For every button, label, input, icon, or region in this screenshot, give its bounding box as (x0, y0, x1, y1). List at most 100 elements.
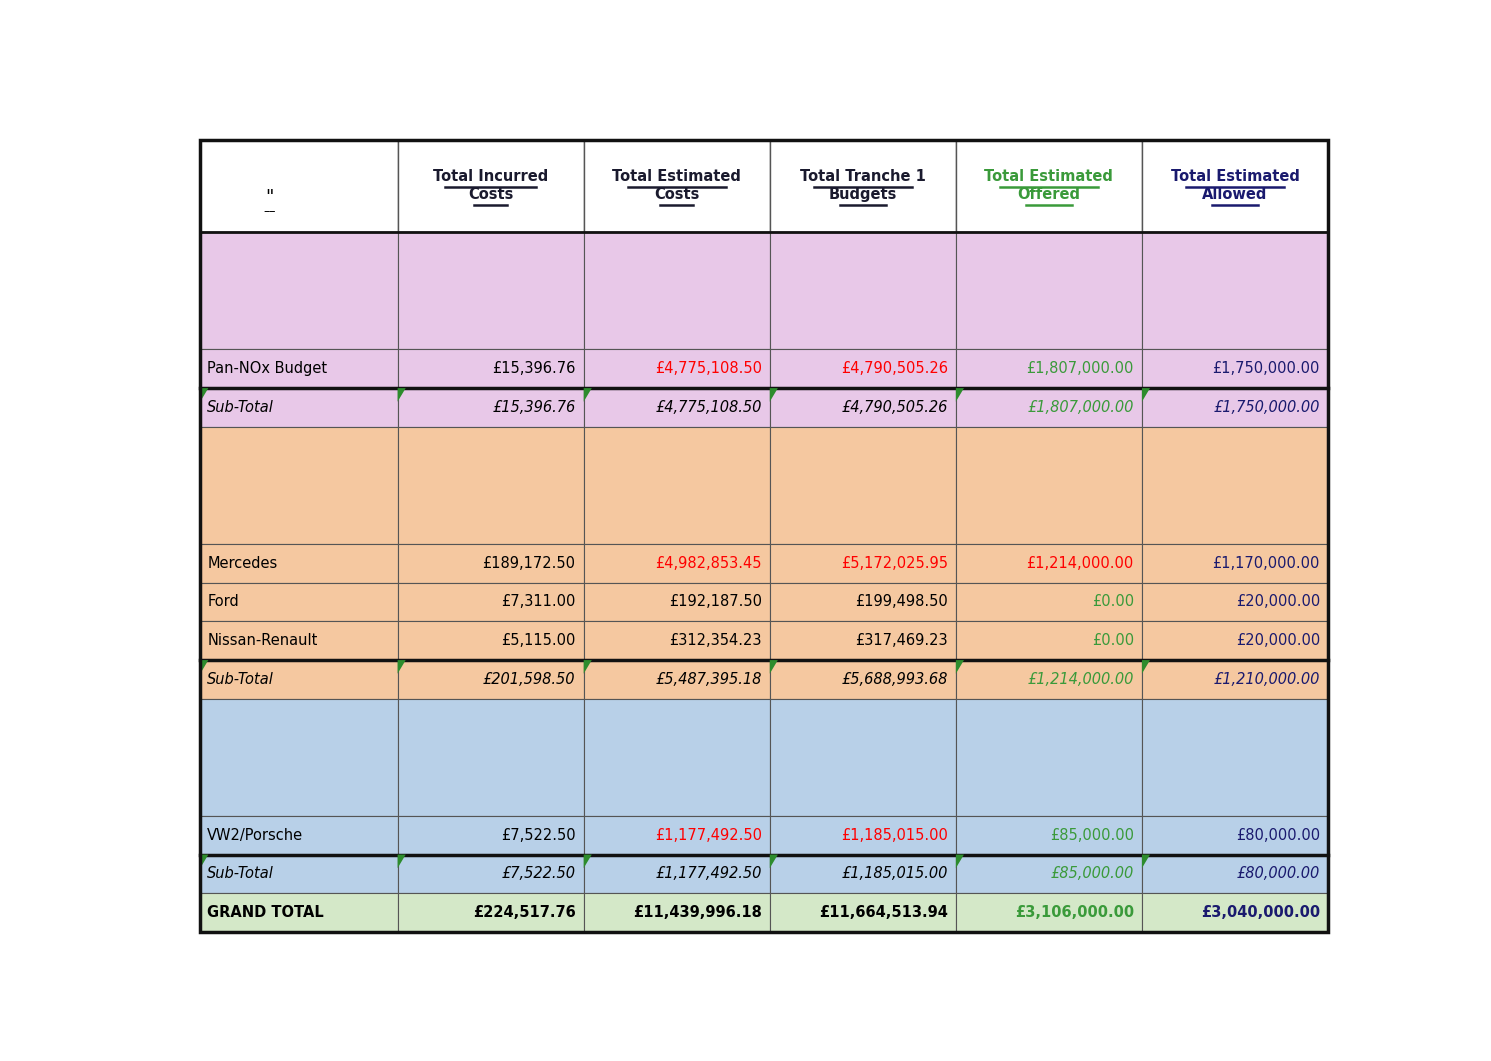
Bar (200, 699, 398, 816)
Text: Nissan-Renault: Nissan-Renault (207, 633, 318, 648)
Bar (200, 427, 398, 544)
Bar (200, 349, 398, 388)
Text: £80,000.00: £80,000.00 (1236, 828, 1320, 842)
Bar (769, 699, 956, 816)
Bar (956, 816, 1142, 854)
Bar (200, 622, 398, 660)
Text: £1,214,000.00: £1,214,000.00 (1027, 556, 1133, 571)
Polygon shape (583, 388, 592, 402)
Bar (583, 893, 769, 932)
Bar (956, 660, 1142, 699)
Text: Total Estimated: Total Estimated (613, 170, 741, 185)
Bar (200, 582, 398, 622)
Text: £189,172.50: £189,172.50 (483, 556, 576, 571)
Bar (1142, 582, 1328, 622)
Bar (769, 140, 956, 232)
Bar (956, 622, 1142, 660)
Bar (769, 622, 956, 660)
Text: £15,396.76: £15,396.76 (492, 400, 576, 415)
Bar (956, 427, 1142, 544)
Bar (200, 388, 398, 427)
Bar (769, 893, 956, 932)
Bar (1142, 622, 1328, 660)
Bar (583, 427, 769, 544)
Text: £1,185,015.00: £1,185,015.00 (841, 828, 948, 842)
Text: £7,522.50: £7,522.50 (501, 867, 576, 882)
Text: £5,688,993.68: £5,688,993.68 (841, 672, 948, 686)
Bar (583, 660, 769, 699)
Bar (1142, 232, 1328, 349)
Bar (769, 232, 956, 349)
Text: Total Estimated: Total Estimated (1170, 170, 1300, 185)
Bar (200, 660, 398, 699)
Text: £80,000.00: £80,000.00 (1236, 867, 1320, 882)
Text: £5,172,025.95: £5,172,025.95 (841, 556, 948, 571)
Text: £1,214,000.00: £1,214,000.00 (1027, 672, 1133, 686)
Text: £201,598.50: £201,598.50 (483, 672, 576, 686)
Text: £15,396.76: £15,396.76 (492, 361, 576, 377)
Text: £1,807,000.00: £1,807,000.00 (1026, 361, 1133, 377)
Bar (769, 388, 956, 427)
Bar (1142, 854, 1328, 893)
Text: £199,498.50: £199,498.50 (854, 594, 948, 609)
Text: £4,790,505.26: £4,790,505.26 (841, 400, 948, 415)
Text: £7,522.50: £7,522.50 (501, 828, 576, 842)
Bar (398, 544, 583, 582)
Polygon shape (1142, 388, 1150, 402)
Text: £20,000.00: £20,000.00 (1236, 633, 1320, 648)
Bar (398, 388, 583, 427)
Bar (1142, 660, 1328, 699)
Bar (398, 349, 583, 388)
Bar (398, 232, 583, 349)
Bar (1142, 349, 1328, 388)
Bar (583, 699, 769, 816)
Text: Allowed: Allowed (1202, 188, 1267, 203)
Text: £85,000.00: £85,000.00 (1050, 828, 1133, 842)
Text: Offered: Offered (1017, 188, 1081, 203)
Text: £312,354.23: £312,354.23 (669, 633, 762, 648)
Text: £224,517.76: £224,517.76 (473, 905, 576, 920)
Text: £11,664,513.94: £11,664,513.94 (819, 905, 948, 920)
Polygon shape (200, 388, 209, 402)
Text: Costs: Costs (655, 188, 699, 203)
Text: Ford: Ford (207, 594, 239, 609)
Text: Total Incurred: Total Incurred (432, 170, 549, 185)
Polygon shape (769, 660, 778, 674)
Bar (956, 140, 1142, 232)
Text: ––: –– (262, 206, 276, 219)
Bar (583, 544, 769, 582)
Text: £317,469.23: £317,469.23 (856, 633, 948, 648)
Bar (1142, 388, 1328, 427)
Text: Mercedes: Mercedes (207, 556, 277, 571)
Polygon shape (1142, 854, 1150, 868)
Text: GRAND TOTAL: GRAND TOTAL (207, 905, 324, 920)
Bar (583, 232, 769, 349)
Bar (769, 660, 956, 699)
Text: Total Estimated: Total Estimated (984, 170, 1114, 185)
Bar (956, 388, 1142, 427)
Text: £1,170,000.00: £1,170,000.00 (1212, 556, 1320, 571)
Text: ": " (265, 188, 273, 206)
Text: £3,106,000.00: £3,106,000.00 (1015, 905, 1133, 920)
Text: Budgets: Budgets (829, 188, 898, 203)
Bar (956, 544, 1142, 582)
Text: £3,040,000.00: £3,040,000.00 (1200, 905, 1320, 920)
Bar (398, 140, 583, 232)
Text: Sub-Total: Sub-Total (207, 867, 274, 882)
Polygon shape (583, 854, 592, 868)
Bar (583, 622, 769, 660)
Bar (769, 349, 956, 388)
Polygon shape (398, 854, 406, 868)
Bar (398, 622, 583, 660)
Polygon shape (200, 854, 209, 868)
Bar (398, 893, 583, 932)
Bar (398, 660, 583, 699)
Bar (1142, 140, 1328, 232)
Text: £85,000.00: £85,000.00 (1051, 867, 1133, 882)
Bar (1142, 427, 1328, 544)
Text: £4,775,108.50: £4,775,108.50 (656, 400, 762, 415)
Text: Pan-NOx Budget: Pan-NOx Budget (207, 361, 328, 377)
Bar (583, 349, 769, 388)
Bar (398, 816, 583, 854)
Bar (200, 232, 398, 349)
